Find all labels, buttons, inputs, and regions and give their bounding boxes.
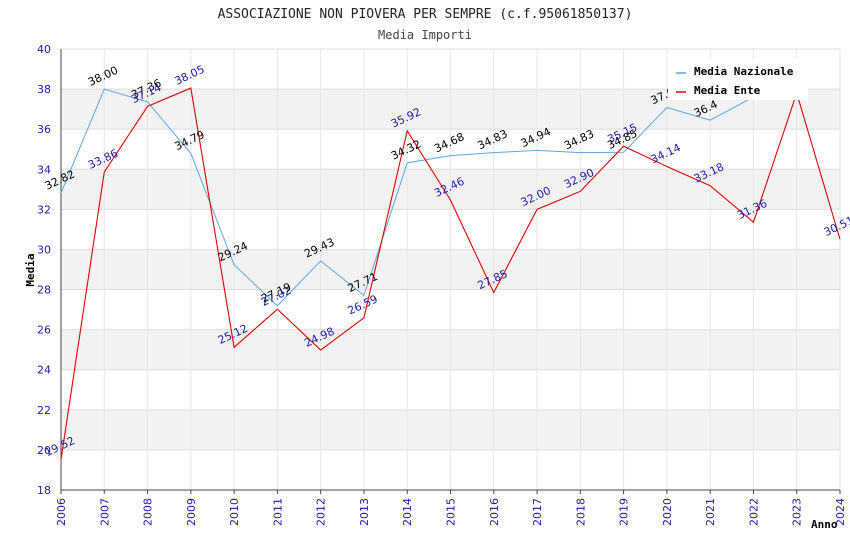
data-label: 34.83 — [562, 127, 596, 152]
y-tick-label: 30 — [37, 243, 51, 256]
data-label: 19.52 — [43, 434, 77, 459]
y-tick-label: 28 — [37, 284, 51, 297]
legend-box — [668, 58, 808, 100]
data-label: 38.05 — [173, 63, 207, 88]
y-tick-label: 36 — [37, 123, 51, 136]
y-tick-label: 18 — [37, 484, 51, 497]
data-label: 30.51 — [822, 214, 850, 239]
legend: Media Nazionale Media Ente — [668, 58, 808, 100]
x-tick-label: 2006 — [55, 498, 68, 526]
legend-label-nazionale: Media Nazionale — [694, 65, 794, 78]
legend-label-ente: Media Ente — [694, 84, 761, 97]
data-label: 34.32 — [389, 137, 423, 162]
series-line-nazionale — [60, 88, 754, 307]
y-tick-label: 24 — [37, 364, 51, 377]
y-tick-label: 26 — [37, 324, 51, 337]
series-lines — [60, 87, 841, 460]
data-label: 33.86 — [86, 147, 120, 172]
chart-title: ASSOCIAZIONE NON PIOVERA PER SEMPRE (c.f… — [218, 7, 633, 22]
x-tick-label: 2011 — [271, 498, 284, 526]
y-tick-label: 32 — [37, 203, 51, 216]
x-tick-label: 2013 — [358, 498, 371, 526]
y-tick-labels: 18 20 22 24 26 28 30 32 34 36 38 40 — [37, 43, 51, 497]
series-line-ente — [60, 87, 841, 460]
y-tick-label: 34 — [37, 163, 51, 176]
x-tick-label: 2022 — [747, 498, 760, 526]
data-label: 38.00 — [86, 64, 120, 89]
x-tick-label: 2017 — [531, 498, 544, 526]
x-tick-label: 2023 — [791, 498, 804, 526]
x-tick-label: 2014 — [401, 498, 414, 526]
x-tick-labels: 2006 2007 2008 2009 2010 2011 2012 2013 2014 2015… — [55, 498, 847, 526]
x-tick-label: 2007 — [98, 498, 111, 526]
chart-subtitle: Media Importi — [378, 28, 472, 42]
x-tick-label: 2020 — [661, 498, 674, 526]
y-tick-label: 40 — [37, 43, 51, 56]
grid-lines — [60, 48, 841, 491]
data-label: 34.83 — [476, 127, 510, 152]
x-tick-label: 2015 — [445, 498, 458, 526]
x-tick-label: 2012 — [315, 498, 328, 526]
y-tick-label: 20 — [37, 444, 51, 457]
x-tick-label: 2019 — [618, 498, 631, 526]
axes — [60, 49, 841, 494]
x-tick-label: 2008 — [142, 498, 155, 526]
x-tick-label: 2009 — [185, 498, 198, 526]
x-tick-label: 2024 — [834, 498, 847, 526]
x-tick-label: 2010 — [228, 498, 241, 526]
x-tick-label: 2018 — [574, 498, 587, 526]
data-label: 34.68 — [432, 130, 466, 155]
x-tick-label: 2016 — [488, 498, 501, 526]
x-tick-label: 2021 — [704, 498, 717, 526]
x-axis-label: Anno — [811, 518, 838, 531]
y-axis-label: Media — [24, 253, 37, 286]
y-tick-label: 38 — [37, 83, 51, 96]
data-label: 34.14 — [649, 141, 683, 166]
y-tick-label: 22 — [37, 404, 51, 417]
data-label: 26.59 — [346, 292, 380, 317]
